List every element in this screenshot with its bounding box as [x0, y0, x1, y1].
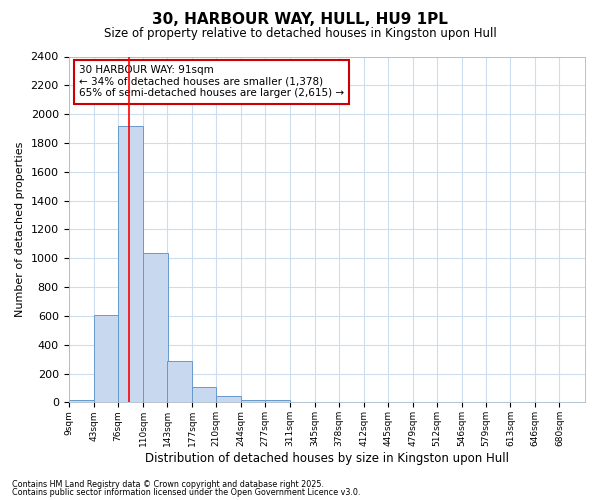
Text: 30 HARBOUR WAY: 91sqm
← 34% of detached houses are smaller (1,378)
65% of semi-d: 30 HARBOUR WAY: 91sqm ← 34% of detached …	[79, 65, 344, 98]
Bar	[265, 400, 290, 402]
Bar	[192, 386, 217, 402]
Text: 30, HARBOUR WAY, HULL, HU9 1PL: 30, HARBOUR WAY, HULL, HU9 1PL	[152, 12, 448, 28]
Bar	[69, 400, 94, 402]
Bar	[94, 314, 119, 402]
Text: Size of property relative to detached houses in Kingston upon Hull: Size of property relative to detached ho…	[104, 28, 496, 40]
Bar	[216, 396, 241, 402]
Bar	[143, 252, 167, 402]
Y-axis label: Number of detached properties: Number of detached properties	[15, 142, 25, 317]
Bar	[241, 400, 265, 402]
Text: Contains public sector information licensed under the Open Government Licence v3: Contains public sector information licen…	[12, 488, 361, 497]
Bar	[118, 126, 143, 402]
Text: Contains HM Land Registry data © Crown copyright and database right 2025.: Contains HM Land Registry data © Crown c…	[12, 480, 324, 489]
X-axis label: Distribution of detached houses by size in Kingston upon Hull: Distribution of detached houses by size …	[145, 452, 509, 465]
Bar	[167, 360, 191, 403]
